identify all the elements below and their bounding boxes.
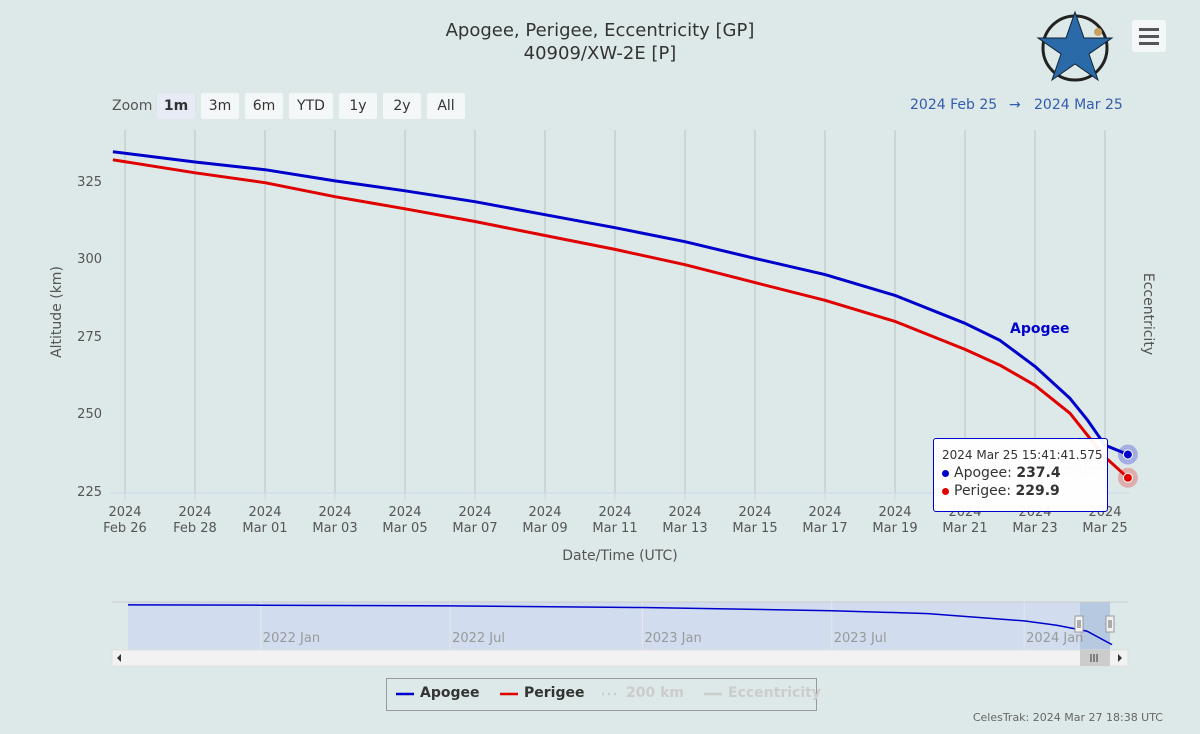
legend-label[interactable]: Apogee (420, 685, 480, 701)
navigator-mask (128, 602, 1080, 650)
footer: CelesTrak: 2024 Mar 27 18:38 UTC (972, 711, 1163, 724)
y-tick-label: 275 (77, 329, 102, 345)
tooltip-dot (942, 469, 949, 477)
y2-axis-title: Eccentricity (1140, 272, 1156, 356)
logo (1036, 10, 1114, 82)
tooltip-name: Perigee (954, 483, 1016, 499)
series-line (112, 150, 1129, 456)
y-tick-label: 225 (77, 485, 102, 500)
x-tick-label: 2024 Mar 09 (522, 505, 568, 536)
zoom-button[interactable]: 3m (201, 93, 239, 119)
y-axis-title: Altitude (km) (49, 266, 65, 358)
x-tick-label: 2024 Mar 13 (662, 505, 708, 536)
tooltip-value: 237.4 (1016, 465, 1061, 481)
range-from: 2024 Feb 25 (910, 97, 998, 113)
x-tick-label: 2024 Mar 17 (802, 505, 848, 536)
menu-button[interactable] (1132, 20, 1166, 52)
x-tick-label: 2024 Feb 28 (173, 505, 217, 536)
navigator-tick-label: 2023 Jan (644, 631, 702, 646)
navigator-handle[interactable] (1074, 615, 1084, 633)
zoom-button[interactable]: All (427, 93, 465, 119)
tooltip: 2024 Mar 25 15:41:41.575Apogee237.4Perig… (933, 438, 1108, 512)
legend-label[interactable]: Eccentricity (728, 685, 821, 701)
series-label: Apogee (1010, 321, 1070, 337)
x-tick-label: 2024 Mar 07 (452, 505, 498, 536)
zoom-button[interactable]: YTD (289, 93, 333, 119)
navigator-window (1080, 602, 1110, 650)
x-tick-label: 2024 Mar 15 (732, 505, 778, 536)
zoom-button[interactable]: 1y (339, 93, 377, 119)
tooltip-dot (942, 487, 949, 495)
tooltip-name: Apogee (954, 465, 1016, 481)
range-to: 2024 Mar 25 (1034, 97, 1123, 113)
navigator-tick-label: 2022 Jul (452, 631, 505, 646)
scrollbar-thumb[interactable] (1080, 650, 1110, 666)
zoom-button[interactable]: 1m (157, 93, 195, 119)
tooltip-row: Apogee237.4 (942, 465, 1061, 481)
x-tick-label: 2024 Mar 01 (242, 505, 288, 536)
legend-label[interactable]: Perigee (524, 685, 585, 701)
y-tick-label: 325 (77, 174, 102, 190)
navigator-line (127, 604, 1113, 646)
x-tick-label: 2024 Mar 11 (592, 505, 638, 536)
range-arrow: → (1009, 97, 1021, 113)
zoom-button[interactable]: 6m (245, 93, 283, 119)
series-line (112, 158, 1129, 479)
tooltip-value: 229.9 (1015, 483, 1060, 499)
navigator-tick-label: 2023 Jul (833, 631, 887, 646)
x-tick-label: 2024 Mar 19 (872, 505, 918, 536)
chart-title: Apogee, Perigee, Eccentricity [GP] (445, 20, 755, 41)
x-axis-title: Date/Time (UTC) (562, 548, 678, 564)
x-tick-label: 2024 Feb 26 (103, 505, 147, 536)
navigator-handle[interactable] (1105, 615, 1115, 633)
zoom-label: Zoom (112, 98, 153, 114)
navigator-tick-label: 2024 Jan (1026, 631, 1084, 646)
y-tick-label: 250 (77, 407, 102, 423)
legend-label[interactable]: 200 km (626, 685, 684, 701)
y-tick-label: 300 (77, 252, 102, 268)
tooltip-title: 2024 Mar 25 15:41:41.575 (942, 448, 1103, 462)
scrollbar-track (111, 649, 1129, 667)
point-marker (1122, 449, 1133, 460)
x-tick-label: 2024 Mar 25 (1082, 505, 1128, 536)
zoom-button[interactable]: 2y (383, 93, 421, 119)
legend-box (386, 678, 817, 711)
x-tick-label: 2024 Mar 03 (312, 505, 358, 536)
scrollbar-arrow[interactable] (1118, 654, 1122, 662)
navigator-tick-label: 2022 Jan (262, 631, 321, 646)
scrollbar-arrow[interactable] (117, 654, 121, 662)
chart-subtitle: 40909/XW-2E [P] (523, 43, 677, 64)
x-tick-label: 2024 Mar 05 (382, 505, 428, 536)
tooltip-row: Perigee229.9 (942, 483, 1060, 499)
point-marker (1122, 472, 1133, 483)
